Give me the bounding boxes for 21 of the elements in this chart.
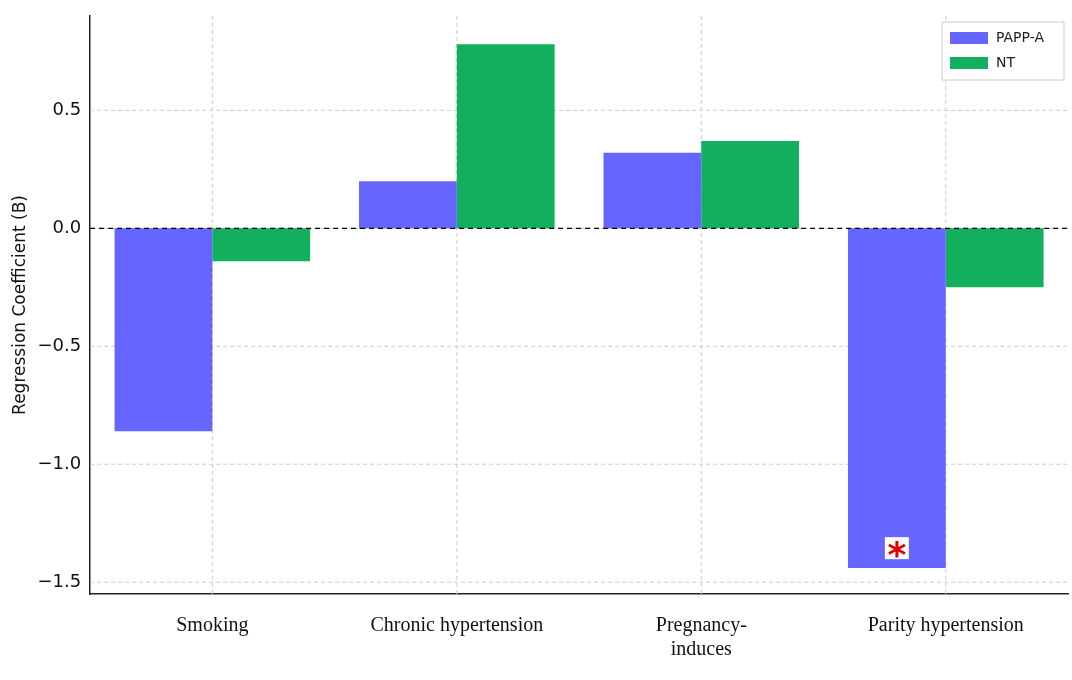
x-tick-label: Parity hypertension (867, 613, 1024, 637)
bar (603, 152, 702, 229)
y-tick-label: −0.5 (37, 333, 82, 355)
y-axis-title: Regression Coefficient (B) (8, 195, 29, 415)
x-tick-label: Smoking (176, 613, 249, 637)
x-tick-label: Pregnancy-induces (655, 613, 747, 660)
bar (847, 228, 946, 569)
bar (945, 228, 1044, 288)
bar (701, 141, 800, 229)
y-tick-label: −1.0 (37, 451, 82, 473)
bar (359, 181, 457, 229)
y-tick-label: 0.0 (52, 216, 82, 237)
annotation: * (887, 533, 907, 575)
legend-label: PAPP-A (996, 28, 1045, 45)
legend-label: NT (996, 53, 1016, 70)
x-tick-label: Chronic hypertension (370, 613, 544, 637)
bar (114, 228, 213, 432)
y-tick-label: 0.5 (52, 98, 82, 120)
bar (456, 44, 555, 229)
bar (212, 228, 311, 262)
y-tick-label: −1.5 (37, 569, 82, 591)
